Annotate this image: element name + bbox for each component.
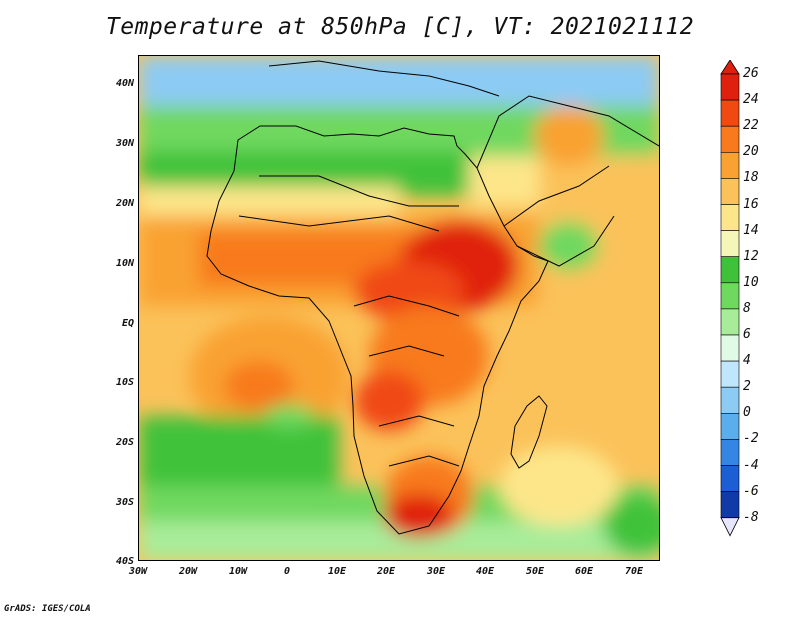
colorbar-swatch <box>720 125 740 153</box>
colorbar-swatch <box>720 386 740 414</box>
colorbar-level-label: 4 <box>743 353 751 369</box>
y-tick-label: 30S <box>115 497 134 508</box>
colorbar-level-label: 6 <box>743 327 751 342</box>
colorbar-level-label: 22 <box>743 118 759 134</box>
colorbar-swatch <box>720 360 740 388</box>
colorbar-level-label: -8 <box>743 509 759 525</box>
y-tick-label: EQ <box>121 318 134 329</box>
colorbar-swatch <box>720 412 740 440</box>
coastlines <box>206 60 659 535</box>
x-tick-label: 60E <box>574 566 594 577</box>
colorbar-level-label: 18 <box>743 170 759 186</box>
colorbar-level-label: 16 <box>743 196 759 212</box>
map-canvas <box>139 56 659 560</box>
y-tick-label: 40S <box>115 556 134 567</box>
colorbar-swatch <box>720 204 740 231</box>
colorbar-level-label: -6 <box>743 483 759 499</box>
colorbar-level-label: 26 <box>743 66 759 81</box>
colorbar-swatch <box>720 178 740 205</box>
colorbar-swatch <box>720 282 740 310</box>
colorbar-level-label: 14 <box>743 222 759 238</box>
colorbar-bottom-arrow <box>720 517 740 537</box>
temperature-map <box>138 55 660 561</box>
colorbar-swatch <box>720 99 740 127</box>
credit-text: GrADS: IGES/COLA <box>4 604 91 614</box>
x-tick-label: 50E <box>525 566 545 577</box>
y-tick-label: 40N <box>115 78 134 89</box>
x-tick-label: 20W <box>178 566 198 577</box>
x-tick-label: 10W <box>228 566 248 577</box>
x-tick-label: 70E <box>624 566 644 577</box>
colorbar-swatch <box>720 308 740 336</box>
colorbar-swatch <box>720 439 740 466</box>
x-tick-label: 30W <box>128 566 148 577</box>
colorbar-swatch <box>720 73 740 101</box>
colorbar-level-label: 2 <box>743 379 751 395</box>
colorbar-level-label: 24 <box>743 92 759 108</box>
x-tick-label: 0 <box>283 566 291 577</box>
colorbar-top-arrow <box>720 60 740 75</box>
x-tick-label: 20E <box>376 566 396 577</box>
colorbar-level-label: -2 <box>743 431 759 447</box>
colorbar-swatch <box>720 465 740 492</box>
y-tick-label: 10S <box>115 377 134 388</box>
colorbar-swatch <box>720 256 740 284</box>
x-tick-label: 30E <box>426 566 446 577</box>
colorbar-level-label: 10 <box>743 274 759 290</box>
chart-title: Temperature at 850hPa [C], VT: 202102111… <box>105 14 695 40</box>
y-tick-label: 10N <box>115 258 134 269</box>
x-tick-label: 10E <box>327 566 347 577</box>
colorbar-level-label: 0 <box>743 405 751 421</box>
colorbar-swatch <box>720 334 740 362</box>
colorbar-level-label: 8 <box>743 300 751 316</box>
y-tick-label: 20N <box>115 198 134 209</box>
colorbar-level-label: -4 <box>743 457 759 473</box>
colorbar-swatch <box>720 230 740 258</box>
colorbar-level-label: 20 <box>743 144 759 160</box>
colorbar-level-label: 12 <box>743 248 759 264</box>
y-tick-label: 20S <box>115 437 134 448</box>
colorbar-swatch <box>720 152 740 179</box>
colorbar-swatch <box>720 491 740 519</box>
x-tick-label: 40E <box>475 566 495 577</box>
y-tick-label: 30N <box>115 138 134 149</box>
colorbar <box>720 60 740 537</box>
